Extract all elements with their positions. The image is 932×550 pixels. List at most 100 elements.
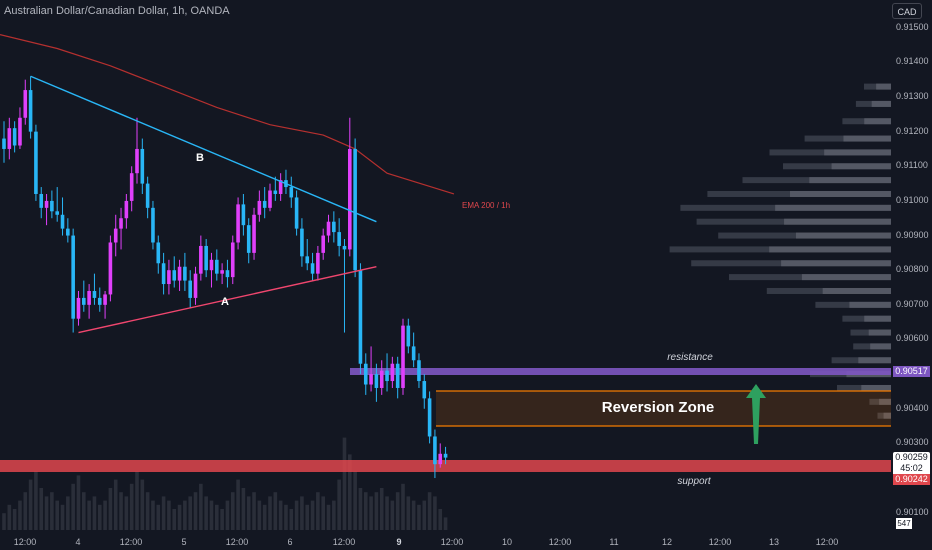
currency-button[interactable]: CAD (892, 3, 922, 19)
candle-body (193, 273, 198, 298)
candle-body (177, 266, 182, 281)
volume-bar (305, 504, 310, 530)
reversion-zone[interactable] (436, 391, 891, 426)
volume-bar (390, 500, 395, 530)
volume-bar (326, 504, 331, 530)
volume-bar (358, 488, 363, 530)
volume-bar (342, 437, 347, 530)
candle-body (316, 252, 320, 274)
candle-body (167, 270, 171, 285)
volume-profile-bar-value (822, 287, 891, 294)
trendline-a-label: A (221, 296, 229, 308)
volume-bar (209, 500, 214, 530)
candle-body (12, 128, 17, 146)
reversion-zone-label: Reversion Zone (601, 399, 715, 416)
price-label: 0.90700 (896, 298, 929, 309)
volume-bar (236, 479, 240, 530)
volume-bar (87, 500, 91, 530)
candle-body (2, 138, 6, 149)
levels-layer (0, 368, 891, 472)
resistance-band[interactable] (350, 368, 891, 375)
volume-profile-bar-value (864, 118, 891, 125)
volume-bar (385, 496, 389, 530)
volume-bar (97, 504, 102, 530)
volume-bar (92, 496, 97, 530)
candle-body (28, 90, 33, 132)
volume-bar (337, 479, 341, 530)
volume-bar (252, 492, 256, 530)
candle-body (411, 346, 416, 361)
candle-body (151, 207, 155, 243)
volume-bar (230, 492, 235, 530)
time-label: 11 (609, 537, 619, 547)
volume-bar (12, 509, 17, 530)
volume-bar (18, 500, 22, 530)
volume-bar (199, 483, 203, 530)
time-label: 12:00 (332, 537, 356, 547)
resistance-label: resistance (667, 352, 713, 363)
volume-bar (2, 513, 6, 530)
candle-body (82, 297, 86, 305)
candle-body (44, 200, 49, 208)
volume-bar (167, 500, 171, 530)
candle-body (230, 242, 235, 278)
candle-body (39, 193, 44, 208)
candle-body (199, 245, 203, 274)
candle-body (50, 200, 54, 212)
price-label: 0.91500 (896, 21, 929, 32)
volume-bar (7, 504, 12, 530)
candle-body (401, 325, 405, 388)
candle-body (379, 370, 384, 388)
support-label: support (677, 476, 711, 487)
trendlines[interactable] (30, 75, 377, 334)
volume-profile-bar-value (849, 301, 891, 308)
candle-body (140, 148, 145, 184)
candle-body (433, 436, 437, 465)
volume-bar (395, 492, 400, 530)
candle-body (342, 245, 347, 250)
candle-body (156, 242, 161, 264)
candle-body (369, 374, 373, 385)
volume-bar (379, 488, 384, 530)
volume-bar (374, 492, 379, 530)
candle-body (358, 270, 363, 364)
candle-body (183, 266, 187, 281)
volume-profile-bar-value (868, 329, 891, 336)
volume-bar (438, 509, 443, 530)
volume-bar (28, 479, 33, 530)
candle-body (300, 228, 304, 257)
up-arrow-icon (746, 384, 766, 444)
volume-bar (82, 492, 86, 530)
candle-body (66, 228, 70, 236)
ema-label: EMA 200 / 1h (462, 201, 511, 210)
support-band[interactable] (0, 460, 891, 472)
price-label: 0.90100 (896, 506, 929, 517)
candle-body (390, 363, 395, 382)
candle-body (220, 270, 224, 274)
time-label: 12:00 (225, 537, 249, 547)
time-label: 6 (287, 537, 293, 547)
volume-bar (103, 500, 107, 530)
candle-body (97, 297, 102, 305)
time-label: 12 (661, 537, 673, 547)
volume-bar (140, 479, 145, 530)
time-label: 12:00 (548, 537, 572, 547)
candle-body (395, 363, 400, 388)
volume-bar (156, 504, 161, 530)
price-label: 0.91300 (896, 90, 929, 101)
candle-body (23, 90, 28, 118)
candle-body (257, 200, 262, 215)
chart-title: Australian Dollar/Canadian Dollar, 1h, O… (4, 5, 230, 17)
volume-bar (215, 504, 219, 530)
volume-bar (172, 509, 177, 530)
candle-body (7, 128, 12, 149)
candle-body (113, 228, 118, 243)
volume-bar (119, 492, 123, 530)
time-label: 4 (75, 537, 81, 547)
volume-profile-bar-value (809, 177, 891, 184)
candle-body (129, 173, 134, 201)
volume-bar (443, 517, 448, 530)
volume-bar (348, 454, 352, 530)
volume-bar (193, 492, 198, 530)
